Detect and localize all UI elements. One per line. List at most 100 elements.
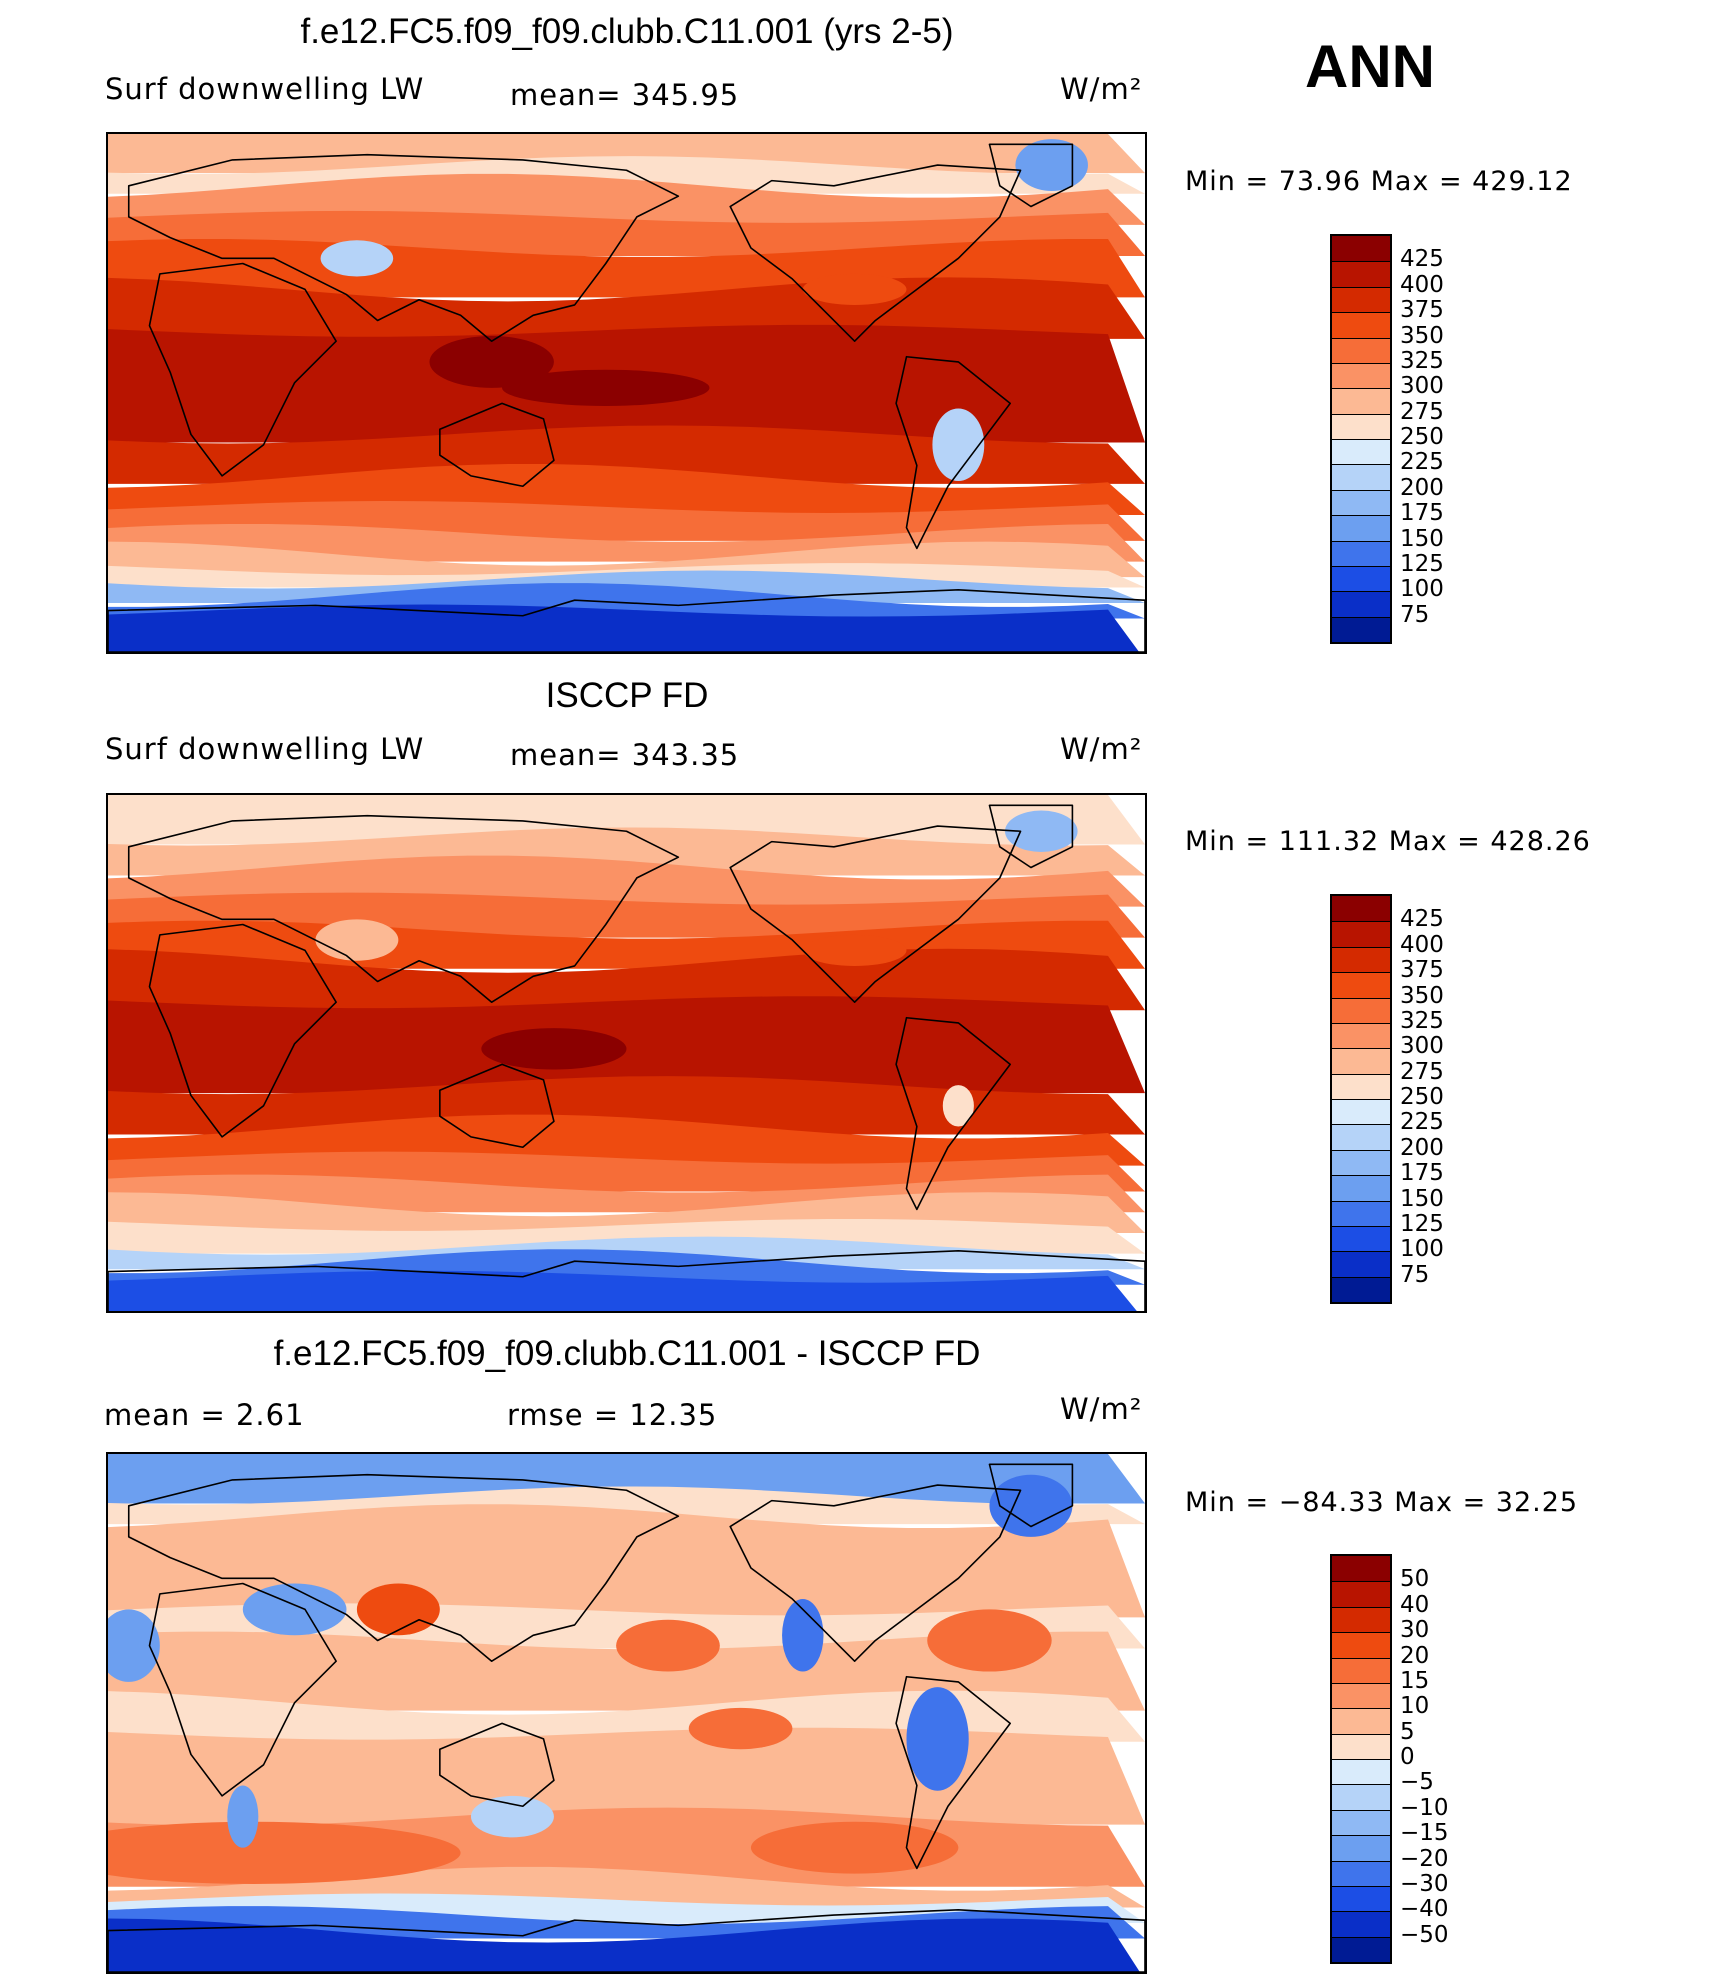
colorbar-tick-label: 100 — [1400, 1236, 1444, 1263]
colorbar-tick-label: 150 — [1400, 1185, 1444, 1212]
season-label: ANN — [1305, 33, 1435, 100]
contour-band — [108, 948, 1145, 1011]
colorbar-tick-label: 225 — [1400, 1109, 1444, 1136]
colorbar-tick-label: 250 — [1400, 1084, 1444, 1110]
colorbar-tick-label: 100 — [1400, 576, 1444, 603]
contour-blob — [470, 1795, 554, 1838]
coastline — [988, 804, 1074, 869]
colorbar-swatch — [1332, 1556, 1390, 1582]
colorbar-swatch — [1332, 1099, 1390, 1125]
contour-blob — [802, 934, 907, 966]
contour-blob — [802, 273, 907, 305]
contour-band — [108, 1727, 1145, 1825]
contour-blob — [782, 1599, 824, 1672]
panel-2-map — [106, 793, 1147, 1313]
colorbar-tick-label: 175 — [1400, 1160, 1444, 1187]
colorbar-tick-label: 50 — [1400, 1566, 1430, 1593]
contour-blob — [688, 1707, 793, 1750]
colorbar-swatch — [1332, 1682, 1390, 1709]
panel-3-mean-label: mean = 2.61 — [104, 1398, 305, 1432]
colorbar-swatch — [1332, 464, 1390, 490]
colorbar-tick-label: 20 — [1400, 1642, 1430, 1669]
colorbar-swatch — [1332, 972, 1390, 998]
contour-blob — [429, 336, 554, 388]
contour-blob — [989, 1474, 1073, 1537]
panel-2-title: ISCCP FD — [545, 676, 709, 715]
contour-blob — [108, 1821, 461, 1884]
contour-blob — [108, 1609, 160, 1682]
contour-blob — [1015, 139, 1088, 191]
coastline — [729, 825, 1022, 1003]
panel-3-title: f.e12.FC5.f09_f09.clubb.C11.001 - ISCCP … — [273, 1334, 981, 1373]
colorbar-tick-label: 125 — [1400, 1210, 1444, 1237]
colorbar-tick-label: 425 — [1400, 906, 1444, 933]
colorbar-tick-label: −10 — [1400, 1794, 1449, 1821]
panel-3-minmax: Min = −84.33 Max = 32.25 — [1185, 1487, 1579, 1518]
panel-1-variable-label: Surf downwelling LW — [105, 72, 425, 106]
contour-blob — [906, 1687, 969, 1791]
colorbar-swatch — [1332, 1911, 1390, 1937]
colorbar-swatch — [1332, 1784, 1390, 1810]
colorbar-tick-label: 275 — [1400, 1058, 1444, 1085]
colorbar-swatch — [1332, 997, 1390, 1023]
coastline — [895, 1675, 1011, 1870]
map-field — [108, 134, 1145, 652]
colorbar-tick-label: −40 — [1400, 1896, 1449, 1923]
colorbar-swatch — [1332, 261, 1390, 287]
contour-blob — [927, 1609, 1052, 1672]
map-field — [108, 795, 1145, 1311]
map-field — [108, 1454, 1145, 1972]
contour-band — [108, 795, 1145, 845]
coastline — [127, 814, 680, 1003]
colorbar-tick-label: 175 — [1400, 500, 1444, 527]
colorbar-tick-label: 250 — [1400, 424, 1444, 450]
coastline — [127, 1473, 680, 1662]
panel-2-minmax: Min = 111.32 Max = 428.26 — [1185, 826, 1591, 857]
coastline — [439, 1063, 555, 1149]
colorbar-tick-label: −20 — [1400, 1845, 1449, 1872]
colorbar-swatch — [1332, 1225, 1390, 1252]
colorbar-swatch — [1332, 312, 1390, 338]
colorbar-swatch — [1332, 1936, 1390, 1962]
panel-1-minmax: Min = 73.96 Max = 429.12 — [1185, 166, 1573, 197]
colorbar-tick-label: 150 — [1400, 525, 1444, 552]
colorbar-tick-label: 325 — [1400, 1007, 1444, 1034]
colorbar-swatch — [1332, 921, 1390, 947]
coastline — [439, 402, 555, 488]
colorbar-swatch — [1332, 1073, 1390, 1099]
panel-3-colorbar — [1330, 1554, 1392, 1964]
colorbar-tick-label: 15 — [1400, 1667, 1430, 1694]
contour-blob — [616, 1619, 720, 1672]
colorbar-tick-label: 125 — [1400, 550, 1444, 577]
contour-blob — [932, 408, 985, 482]
colorbar-swatch — [1332, 1657, 1390, 1683]
colorbar-tick-label: 300 — [1400, 1033, 1444, 1060]
panel-1-mean-label: mean= 345.95 — [510, 78, 740, 112]
colorbar-swatch — [1332, 565, 1390, 592]
colorbar-swatch — [1332, 388, 1390, 414]
colorbar-swatch — [1332, 1022, 1390, 1049]
panel-1-units: W/m² — [1060, 72, 1143, 106]
colorbar-tick-label: 375 — [1400, 297, 1444, 324]
contour-blob — [320, 240, 394, 277]
contour-band — [108, 134, 1145, 174]
coastline — [108, 1250, 1145, 1311]
contour-band — [108, 1076, 1145, 1135]
colorbar-tick-label: 0 — [1400, 1744, 1415, 1770]
colorbar-tick-label: 200 — [1400, 1134, 1444, 1161]
panel-1-title: f.e12.FC5.f09_f09.clubb.C11.001 (yrs 2-5… — [300, 12, 954, 51]
coastline — [148, 923, 337, 1138]
contour-band — [108, 1504, 1145, 1618]
panel-2-colorbar — [1330, 894, 1392, 1304]
colorbar-tick-label: 225 — [1400, 449, 1444, 476]
colorbar-swatch — [1332, 1048, 1390, 1074]
colorbar-tick-label: −50 — [1400, 1921, 1449, 1948]
colorbar-swatch — [1332, 591, 1390, 617]
colorbar-swatch — [1332, 236, 1390, 262]
colorbar-tick-label: 200 — [1400, 474, 1444, 501]
panel-3-units: W/m² — [1060, 1392, 1143, 1426]
colorbar-swatch — [1332, 540, 1390, 566]
colorbar-tick-label: 425 — [1400, 246, 1444, 273]
colorbar-tick-label: 375 — [1400, 957, 1444, 984]
colorbar-tick-label: −15 — [1400, 1820, 1449, 1847]
